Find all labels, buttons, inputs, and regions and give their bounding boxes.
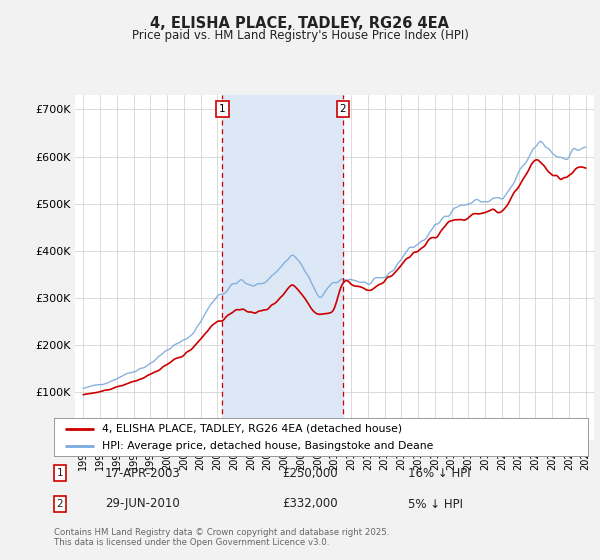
Text: 2: 2: [340, 104, 346, 114]
Text: 1: 1: [219, 104, 226, 114]
Text: 5% ↓ HPI: 5% ↓ HPI: [408, 497, 463, 511]
Text: £332,000: £332,000: [282, 497, 338, 511]
Text: £250,000: £250,000: [282, 466, 338, 480]
Text: 17-APR-2003: 17-APR-2003: [105, 466, 181, 480]
Text: HPI: Average price, detached house, Basingstoke and Deane: HPI: Average price, detached house, Basi…: [102, 441, 433, 451]
Text: Price paid vs. HM Land Registry's House Price Index (HPI): Price paid vs. HM Land Registry's House …: [131, 29, 469, 42]
Text: Contains HM Land Registry data © Crown copyright and database right 2025.
This d: Contains HM Land Registry data © Crown c…: [54, 528, 389, 547]
Text: 16% ↓ HPI: 16% ↓ HPI: [408, 466, 470, 480]
Text: 29-JUN-2010: 29-JUN-2010: [105, 497, 180, 511]
Bar: [223, 95, 343, 440]
Text: 2: 2: [56, 499, 64, 509]
Text: 4, ELISHA PLACE, TADLEY, RG26 4EA (detached house): 4, ELISHA PLACE, TADLEY, RG26 4EA (detac…: [102, 423, 402, 433]
Text: 4, ELISHA PLACE, TADLEY, RG26 4EA: 4, ELISHA PLACE, TADLEY, RG26 4EA: [151, 16, 449, 31]
Text: 1: 1: [56, 468, 64, 478]
